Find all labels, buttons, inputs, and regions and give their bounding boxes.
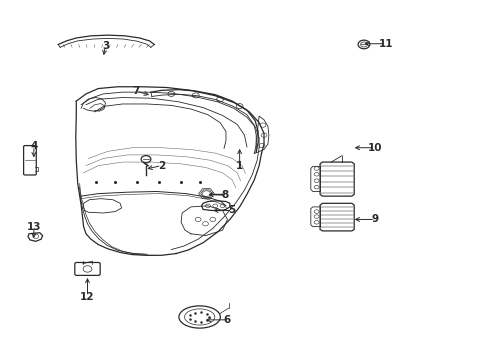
Text: 12: 12 (80, 292, 95, 302)
Text: 1: 1 (236, 161, 243, 171)
Text: 10: 10 (367, 143, 382, 153)
Text: 7: 7 (132, 86, 140, 96)
Text: 2: 2 (158, 161, 165, 171)
Text: 13: 13 (26, 222, 41, 231)
Text: 8: 8 (221, 190, 228, 200)
Text: 5: 5 (228, 206, 235, 216)
Text: 6: 6 (224, 315, 231, 325)
Text: 11: 11 (378, 39, 392, 49)
Text: 4: 4 (30, 141, 38, 151)
Text: 3: 3 (102, 41, 109, 50)
Text: 9: 9 (371, 215, 378, 224)
